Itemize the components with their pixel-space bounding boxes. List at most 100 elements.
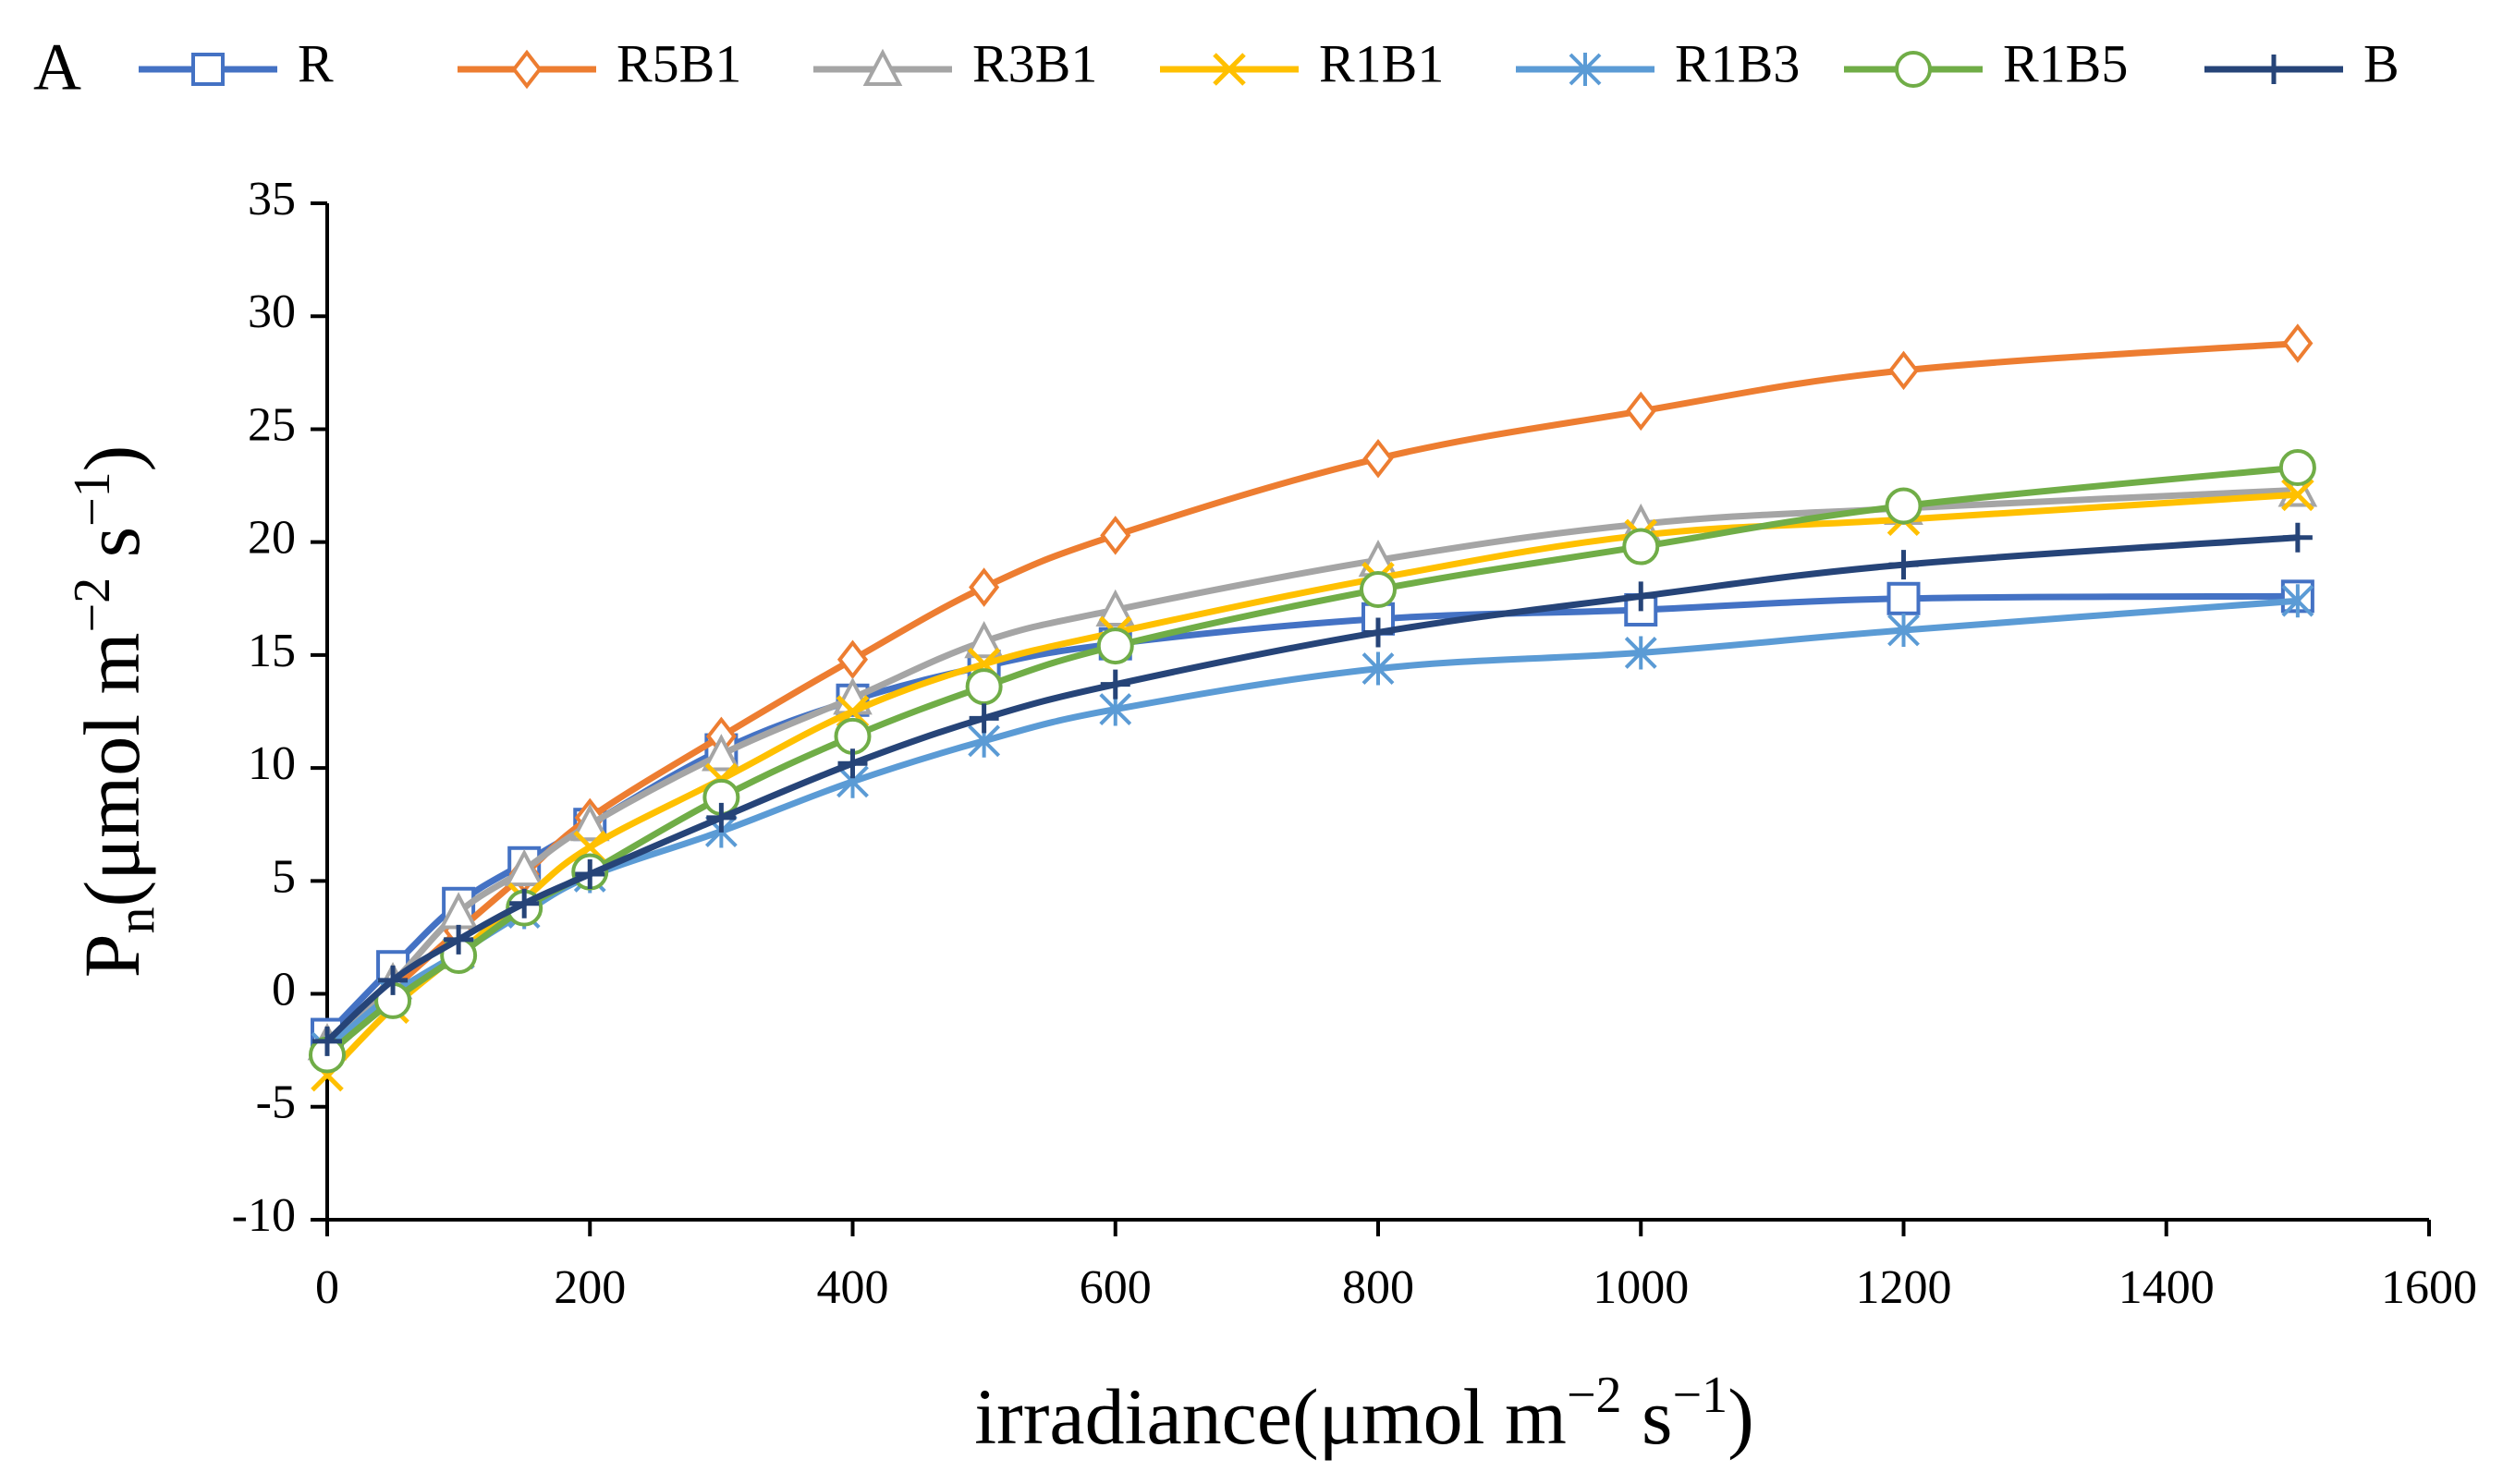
y-tick-label: -10: [232, 1189, 296, 1242]
data-point: [1625, 391, 1656, 432]
x-axis-title-mid: s: [1622, 1372, 1673, 1461]
data-point: [837, 748, 868, 779]
y-axis-title-mid: s: [67, 527, 156, 578]
y-axis-title-sup2: −1: [64, 471, 121, 527]
data-point: [964, 620, 1004, 659]
x-axis-title-sup2: −1: [1673, 1367, 1728, 1424]
y-axis-title-end: ): [67, 445, 156, 472]
data-point: [1887, 350, 1920, 391]
series-line: [324, 597, 2302, 1052]
data-point: [1362, 438, 1394, 479]
y-tick-label: 30: [248, 286, 296, 338]
data-point: [444, 924, 474, 955]
data-point: [1887, 614, 1920, 647]
x-tick-label: 1000: [1593, 1261, 1689, 1314]
plot-area: 35 30 25 20 15 10 5 0 -5 -10 0 200 400 600 800 1000 120…: [232, 173, 2477, 1314]
legend-marker: [1569, 53, 1602, 86]
y-axis-title: Pn(μmol m−2 s−1): [64, 445, 165, 979]
data-point: [1095, 589, 1136, 626]
legend-item-b: B: [2204, 33, 2399, 93]
series-r1b3: [311, 584, 2314, 1065]
x-axis-title-end: ): [1728, 1372, 1754, 1461]
data-point: [834, 717, 872, 755]
data-point: [378, 965, 409, 995]
data-point: [312, 1026, 342, 1056]
y-tick-label: 20: [248, 512, 296, 565]
data-point: [1363, 617, 1393, 648]
data-point: [569, 803, 610, 842]
data-point: [1886, 581, 1921, 615]
legend: R R5B1 R3B1 R1B1 R1B3 R1B5 B: [139, 33, 2399, 93]
series-group: [307, 323, 2318, 1092]
series-b: [312, 522, 2313, 1056]
data-point: [575, 859, 605, 889]
data-point: [1626, 581, 1656, 612]
legend-label: R1B5: [2003, 33, 2128, 93]
x-tick-label: 1400: [2118, 1261, 2215, 1314]
y-axis-title-sub: n: [105, 906, 165, 933]
legend-item-r1b3: R1B3: [1516, 33, 1800, 93]
series-line: [324, 491, 2302, 1079]
series-r1b5: [309, 449, 2316, 1074]
x-tick-label: 200: [554, 1261, 626, 1314]
y-axis-title-text: (μmol m: [67, 633, 156, 907]
data-point: [1622, 528, 1660, 566]
data-point: [2281, 478, 2314, 512]
legend-item-r3b1: R3B1: [813, 33, 1097, 93]
y-tick-label: 5: [272, 850, 296, 903]
x-axis-title: irradiance(μmol m−2 s−1): [974, 1367, 1753, 1461]
data-point: [509, 888, 540, 918]
legend-item-r5b1: R5B1: [458, 33, 741, 93]
y-tick-label: 0: [272, 963, 296, 1016]
legend-marker: [862, 48, 903, 86]
data-point: [2281, 584, 2314, 618]
data-point: [1360, 571, 1397, 608]
x-axis-title-text: irradiance(μmol m: [974, 1372, 1567, 1461]
series-line: [324, 486, 2302, 1047]
data-point: [1100, 516, 1131, 555]
legend-label: R: [298, 33, 334, 93]
legend-label: R1B3: [1675, 33, 1800, 93]
x-tick-label: 0: [315, 1261, 339, 1314]
legend-marker: [191, 53, 225, 86]
data-point: [969, 567, 1000, 607]
data-point: [969, 703, 999, 734]
data-point: [706, 802, 737, 833]
y-tick-label: 10: [248, 737, 296, 790]
data-point: [1888, 550, 1919, 580]
data-point: [1885, 487, 1923, 525]
legend-item-r1b5: R1B5: [1844, 33, 2128, 93]
data-point: [2282, 522, 2313, 553]
series-r5b1: [311, 323, 2314, 1070]
legend-marker: [1213, 53, 1246, 86]
legend-label: B: [2363, 33, 2399, 93]
y-tick-labels: 35 30 25 20 15 10 5 0 -5 -10: [232, 173, 296, 1242]
data-point: [965, 668, 1003, 706]
x-tick-label: 1600: [2381, 1261, 2477, 1314]
legend-label: R3B1: [972, 33, 1097, 93]
series-r: [311, 579, 2314, 1052]
data-point: [1624, 636, 1657, 670]
data-point: [836, 639, 869, 680]
x-tick-label: 800: [1342, 1261, 1414, 1314]
x-tick-labels: 0 200 400 600 800 1000 1200 1400 1600: [315, 1261, 2477, 1314]
series-r3b1: [307, 469, 2318, 1061]
data-point: [1100, 669, 1130, 699]
axes: [311, 201, 2431, 1236]
legend-marker: [511, 49, 543, 90]
x-tick-label: 600: [1080, 1261, 1152, 1314]
y-axis-title-sup1: −2: [64, 578, 121, 633]
legend-marker: [2259, 55, 2289, 84]
legend-label: R5B1: [617, 33, 741, 93]
y-tick-label: 25: [248, 398, 296, 451]
x-tick-label: 400: [817, 1261, 889, 1314]
data-point: [1096, 627, 1134, 665]
panel-label: A: [33, 30, 81, 104]
series-line: [324, 340, 2302, 1054]
legend-item-r1b1: R1B1: [1160, 33, 1444, 93]
data-point: [702, 734, 741, 772]
data-point: [2278, 449, 2316, 486]
y-tick-label: 35: [248, 173, 296, 225]
data-point: [2282, 323, 2314, 363]
